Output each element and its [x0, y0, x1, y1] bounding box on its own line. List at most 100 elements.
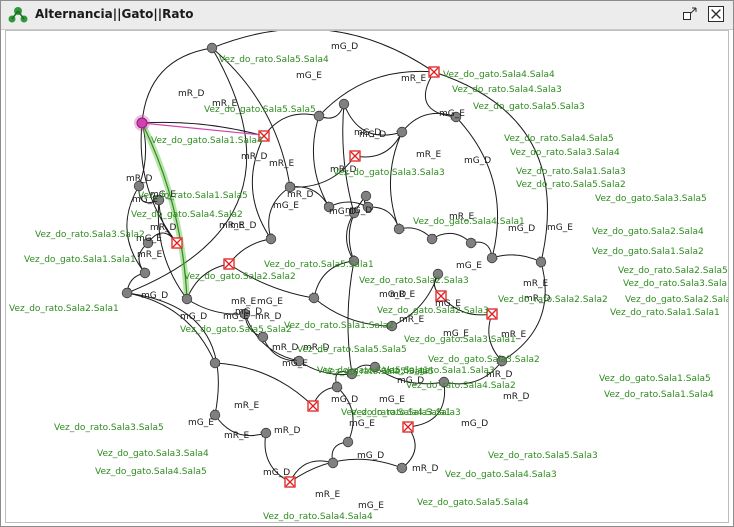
transition-edge	[348, 195, 367, 262]
state-label: Vez_do_rato.Sala5.Sala2	[516, 180, 626, 190]
state-node[interactable]	[486, 252, 498, 264]
state-node[interactable]	[386, 320, 398, 332]
transition-edge	[443, 360, 503, 385]
marked-state-node[interactable]	[402, 421, 414, 433]
selected-state-node[interactable]	[136, 117, 148, 129]
state-node[interactable]	[313, 110, 325, 122]
transition-label: mR_E	[315, 490, 341, 500]
state-label: Vez_do_gato.Sala4.Sala1	[413, 217, 525, 227]
state-node[interactable]	[348, 207, 360, 219]
state-label: Vez_do_gato.Sala3.Sala4	[97, 449, 209, 459]
state-node[interactable]	[293, 355, 305, 367]
state-node[interactable]	[133, 180, 145, 192]
transition-label: mR_E	[137, 250, 163, 260]
transition-edge	[214, 360, 314, 407]
state-label: Vez_do_rato.Sala1.Sala2	[284, 321, 394, 331]
transition-edge	[336, 386, 354, 443]
state-label: Vez_do_rato.Sala3.Sala1	[623, 279, 728, 289]
state-node[interactable]	[265, 233, 277, 245]
transition-label: mG_E	[439, 109, 465, 119]
state-node[interactable]	[360, 190, 372, 202]
marked-state-node[interactable]	[486, 308, 498, 320]
transition-label: mR_D	[330, 165, 357, 175]
marked-state-node[interactable]	[435, 290, 447, 302]
state-node[interactable]	[338, 98, 350, 110]
transition-edge	[367, 203, 400, 230]
marked-state-node[interactable]	[428, 66, 440, 78]
state-label: Vez_do_rato.Sala4.Sala4	[263, 512, 373, 522]
transition-label: mR_D	[303, 343, 330, 353]
graph-canvas[interactable]: mG_D mR_E mG_E mR_D mR_E mG_D mG_E mR_D mR_E mG_D…	[5, 30, 729, 523]
state-label: Vez_do_gato.Sala2.Sala2	[184, 272, 296, 282]
transition-edge	[347, 260, 355, 375]
state-node[interactable]	[284, 181, 296, 193]
transition-edge	[374, 366, 445, 386]
state-node[interactable]	[181, 293, 193, 305]
state-node[interactable]	[209, 409, 221, 421]
transition-label: mR_D	[412, 464, 439, 474]
close-icon[interactable]	[708, 6, 724, 22]
state-node[interactable]	[496, 355, 508, 367]
transition-label: mG_E	[443, 329, 469, 339]
state-node[interactable]	[331, 381, 343, 393]
state-node[interactable]	[209, 357, 221, 369]
marked-state-node[interactable]	[223, 258, 235, 270]
state-node[interactable]	[257, 331, 269, 343]
state-node[interactable]	[342, 436, 354, 448]
state-node[interactable]	[260, 427, 272, 439]
transition-label: mR_E	[234, 401, 260, 411]
state-node[interactable]	[396, 462, 408, 474]
transition-label: mG_D	[331, 395, 358, 405]
state-node[interactable]	[369, 361, 381, 373]
marked-state-node[interactable]	[258, 130, 270, 142]
transition-label: mR_E	[416, 150, 442, 160]
transition-label: mG_E	[282, 359, 308, 369]
state-node[interactable]	[327, 457, 339, 469]
transition-label: mG_E	[188, 418, 214, 428]
transition-label: mR_D	[241, 152, 268, 162]
state-node[interactable]	[239, 308, 251, 320]
state-node[interactable]	[323, 201, 335, 213]
transition-label: mG_E	[358, 501, 384, 511]
transition-label: mR_E	[449, 212, 475, 222]
transition-label: mR_E	[224, 431, 250, 441]
state-node[interactable]	[139, 267, 151, 279]
marked-state-node[interactable]	[171, 237, 183, 249]
state-label: Vez_do_gato.Sala3.Sala1	[404, 335, 516, 345]
state-node[interactable]	[396, 126, 408, 138]
transition-edge	[431, 233, 472, 244]
state-label: Vez_do_rato.Sala2.Sala5	[618, 266, 728, 276]
state-label: Vez_do_gato.Sala2.Sala4	[592, 227, 704, 237]
state-node[interactable]	[438, 376, 450, 388]
transition-label: mG_D	[331, 42, 358, 52]
transition-label: mG_E	[257, 297, 283, 307]
state-label: Vez_do_rato.Sala4.Sala5	[504, 134, 614, 144]
state-node[interactable]	[308, 292, 320, 304]
restore-icon[interactable]	[682, 6, 698, 22]
state-node[interactable]	[121, 287, 133, 299]
transition-label: mR_D	[126, 174, 153, 184]
state-node[interactable]	[346, 368, 358, 380]
state-node[interactable]	[153, 194, 165, 206]
state-node[interactable]	[206, 42, 218, 54]
state-node[interactable]	[465, 237, 477, 249]
title-bar[interactable]: Alternancia||Gato||Rato	[1, 1, 733, 30]
state-node[interactable]	[393, 223, 405, 235]
transition-edge	[251, 135, 272, 240]
state-node[interactable]	[432, 268, 444, 280]
state-node[interactable]	[348, 255, 360, 267]
state-node[interactable]	[426, 233, 438, 245]
transition-edge	[312, 260, 355, 299]
transition-label: mR_D	[524, 294, 551, 304]
state-node[interactable]	[535, 256, 547, 268]
marked-state-node[interactable]	[349, 150, 361, 162]
state-label: Vez_do_rato.Sala3.Sala2	[35, 230, 145, 240]
state-node[interactable]	[142, 237, 154, 249]
state-label: Vez_do_rato.Sala3.Sala4	[510, 148, 620, 158]
state-label: Vez_do_rato.Sala5.Sala3	[488, 451, 598, 461]
state-node[interactable]	[450, 111, 462, 123]
marked-state-node[interactable]	[307, 400, 319, 412]
state-node[interactable]	[362, 201, 374, 213]
state-label: Vez_do_gato.Sala2.Sala3	[377, 306, 489, 316]
marked-state-node[interactable]	[284, 476, 296, 488]
